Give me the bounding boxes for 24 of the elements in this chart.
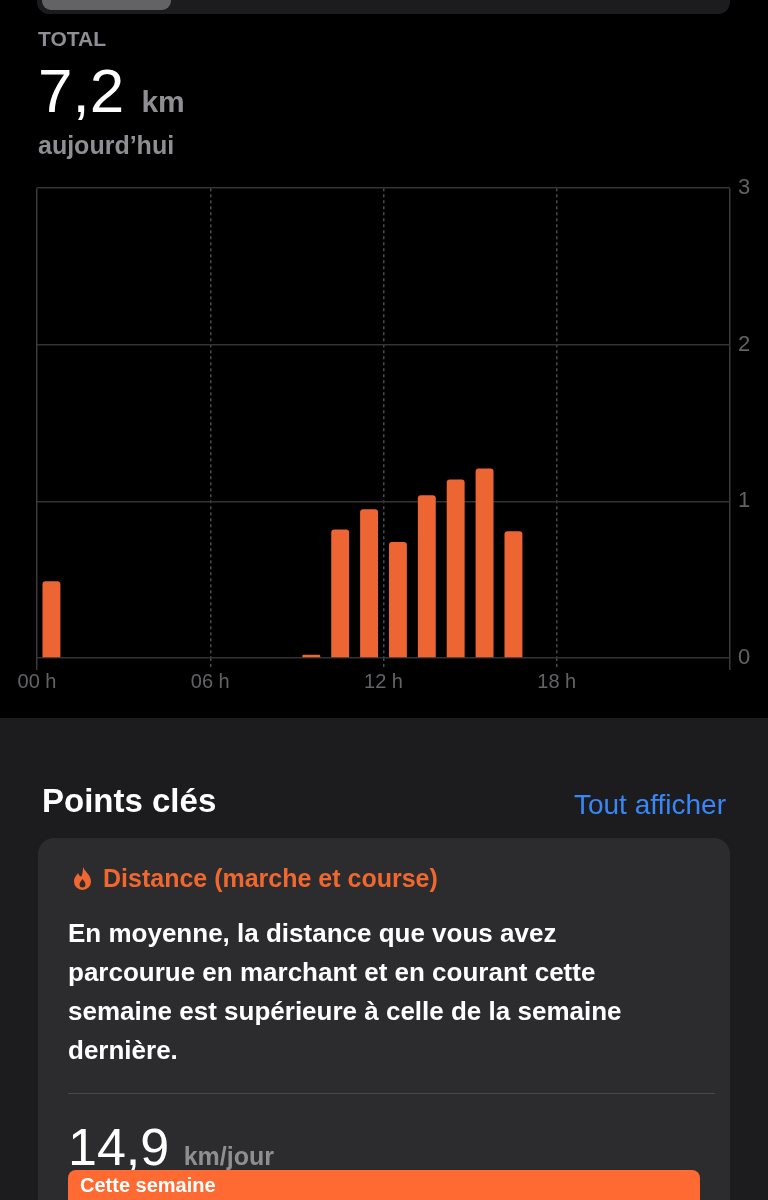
text: Distance (marche et course) [103,864,438,893]
bar [446,479,465,658]
text: aujourd’hui [38,131,175,160]
text: En moyenne, la distance que vous avez parcourue en marchant et en courant cette semaine est supérieure à celle de la semaine dernière. [68,917,623,1067]
y-tick-label: 0 [738,644,751,670]
y-tick-label: 3 [738,174,751,200]
bar [360,509,379,658]
x-tick-label: 06 h [190,669,230,692]
y-tick-label: 2 [738,330,751,356]
text: 7,2 km [38,56,185,125]
x-tick-label: 00 h [17,669,57,692]
bar [504,531,523,658]
bar [42,581,61,658]
bar [417,495,436,658]
text: Points clés [42,782,217,820]
y-tick-label: 1 [738,487,751,513]
text: Cette semaine [68,1170,700,1200]
chart-title: TOTAL [38,27,107,51]
bar [475,468,494,658]
x-tick-label: 12 h [364,669,403,692]
bar [388,542,407,658]
text: Tout afficher [573,789,726,821]
bar [331,529,350,658]
x-tick-label: 18 h [537,669,577,692]
